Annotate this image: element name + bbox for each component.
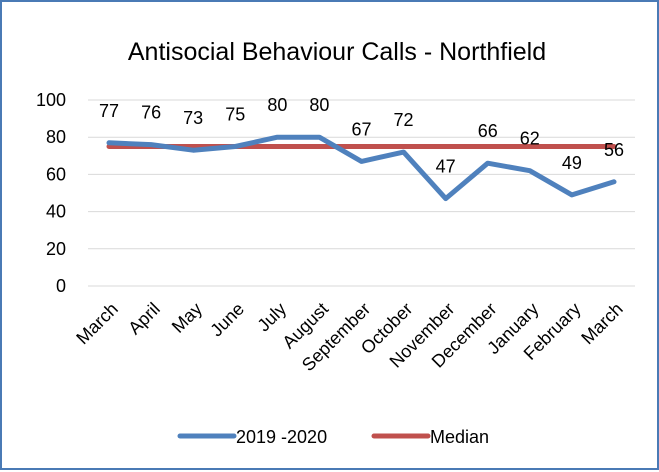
data-label: 66 [478, 121, 498, 141]
data-label: 76 [141, 103, 161, 123]
x-tick-label: June [206, 299, 248, 341]
data-label: 73 [183, 108, 203, 128]
data-label: 80 [267, 95, 287, 115]
data-label: 67 [351, 119, 371, 139]
y-tick-label: 40 [46, 202, 66, 222]
y-tick-label: 100 [36, 90, 66, 110]
legend-label: Median [430, 427, 489, 447]
data-label: 77 [99, 101, 119, 121]
x-tick-label: July [253, 299, 290, 336]
x-tick-label: March [577, 299, 627, 349]
y-axis-ticks: 0 20 40 60 80 100 [36, 90, 66, 296]
series-lines [106, 134, 617, 202]
gridlines [88, 99, 635, 287]
y-tick-label: 0 [56, 276, 66, 296]
series-line-2019-2020 [106, 134, 617, 202]
data-label: 62 [520, 129, 540, 149]
y-tick-label: 60 [46, 164, 66, 184]
y-tick-label: 80 [46, 127, 66, 147]
x-tick-label: May [168, 299, 206, 337]
data-label: 56 [604, 140, 624, 160]
data-label: 47 [436, 157, 456, 177]
data-label: 75 [225, 105, 245, 125]
x-tick-label: April [124, 299, 164, 339]
x-axis-ticks: March April May June JulyAugustSeptemberOcto… [72, 299, 626, 375]
y-tick-label: 20 [46, 239, 66, 259]
data-label: 49 [562, 153, 582, 173]
legend-label: 2019 -2020 [236, 427, 327, 447]
data-label: 80 [309, 95, 329, 115]
data-labels: 77 76 73 75 80 80 67 72 47 66 62 49 56 [99, 95, 624, 176]
legend: 2019 -2020 Median [177, 427, 489, 447]
x-tick-label: March [72, 299, 122, 349]
chart-title: Antisocial Behaviour Calls - Northfield [128, 38, 546, 66]
data-label: 72 [394, 110, 414, 130]
